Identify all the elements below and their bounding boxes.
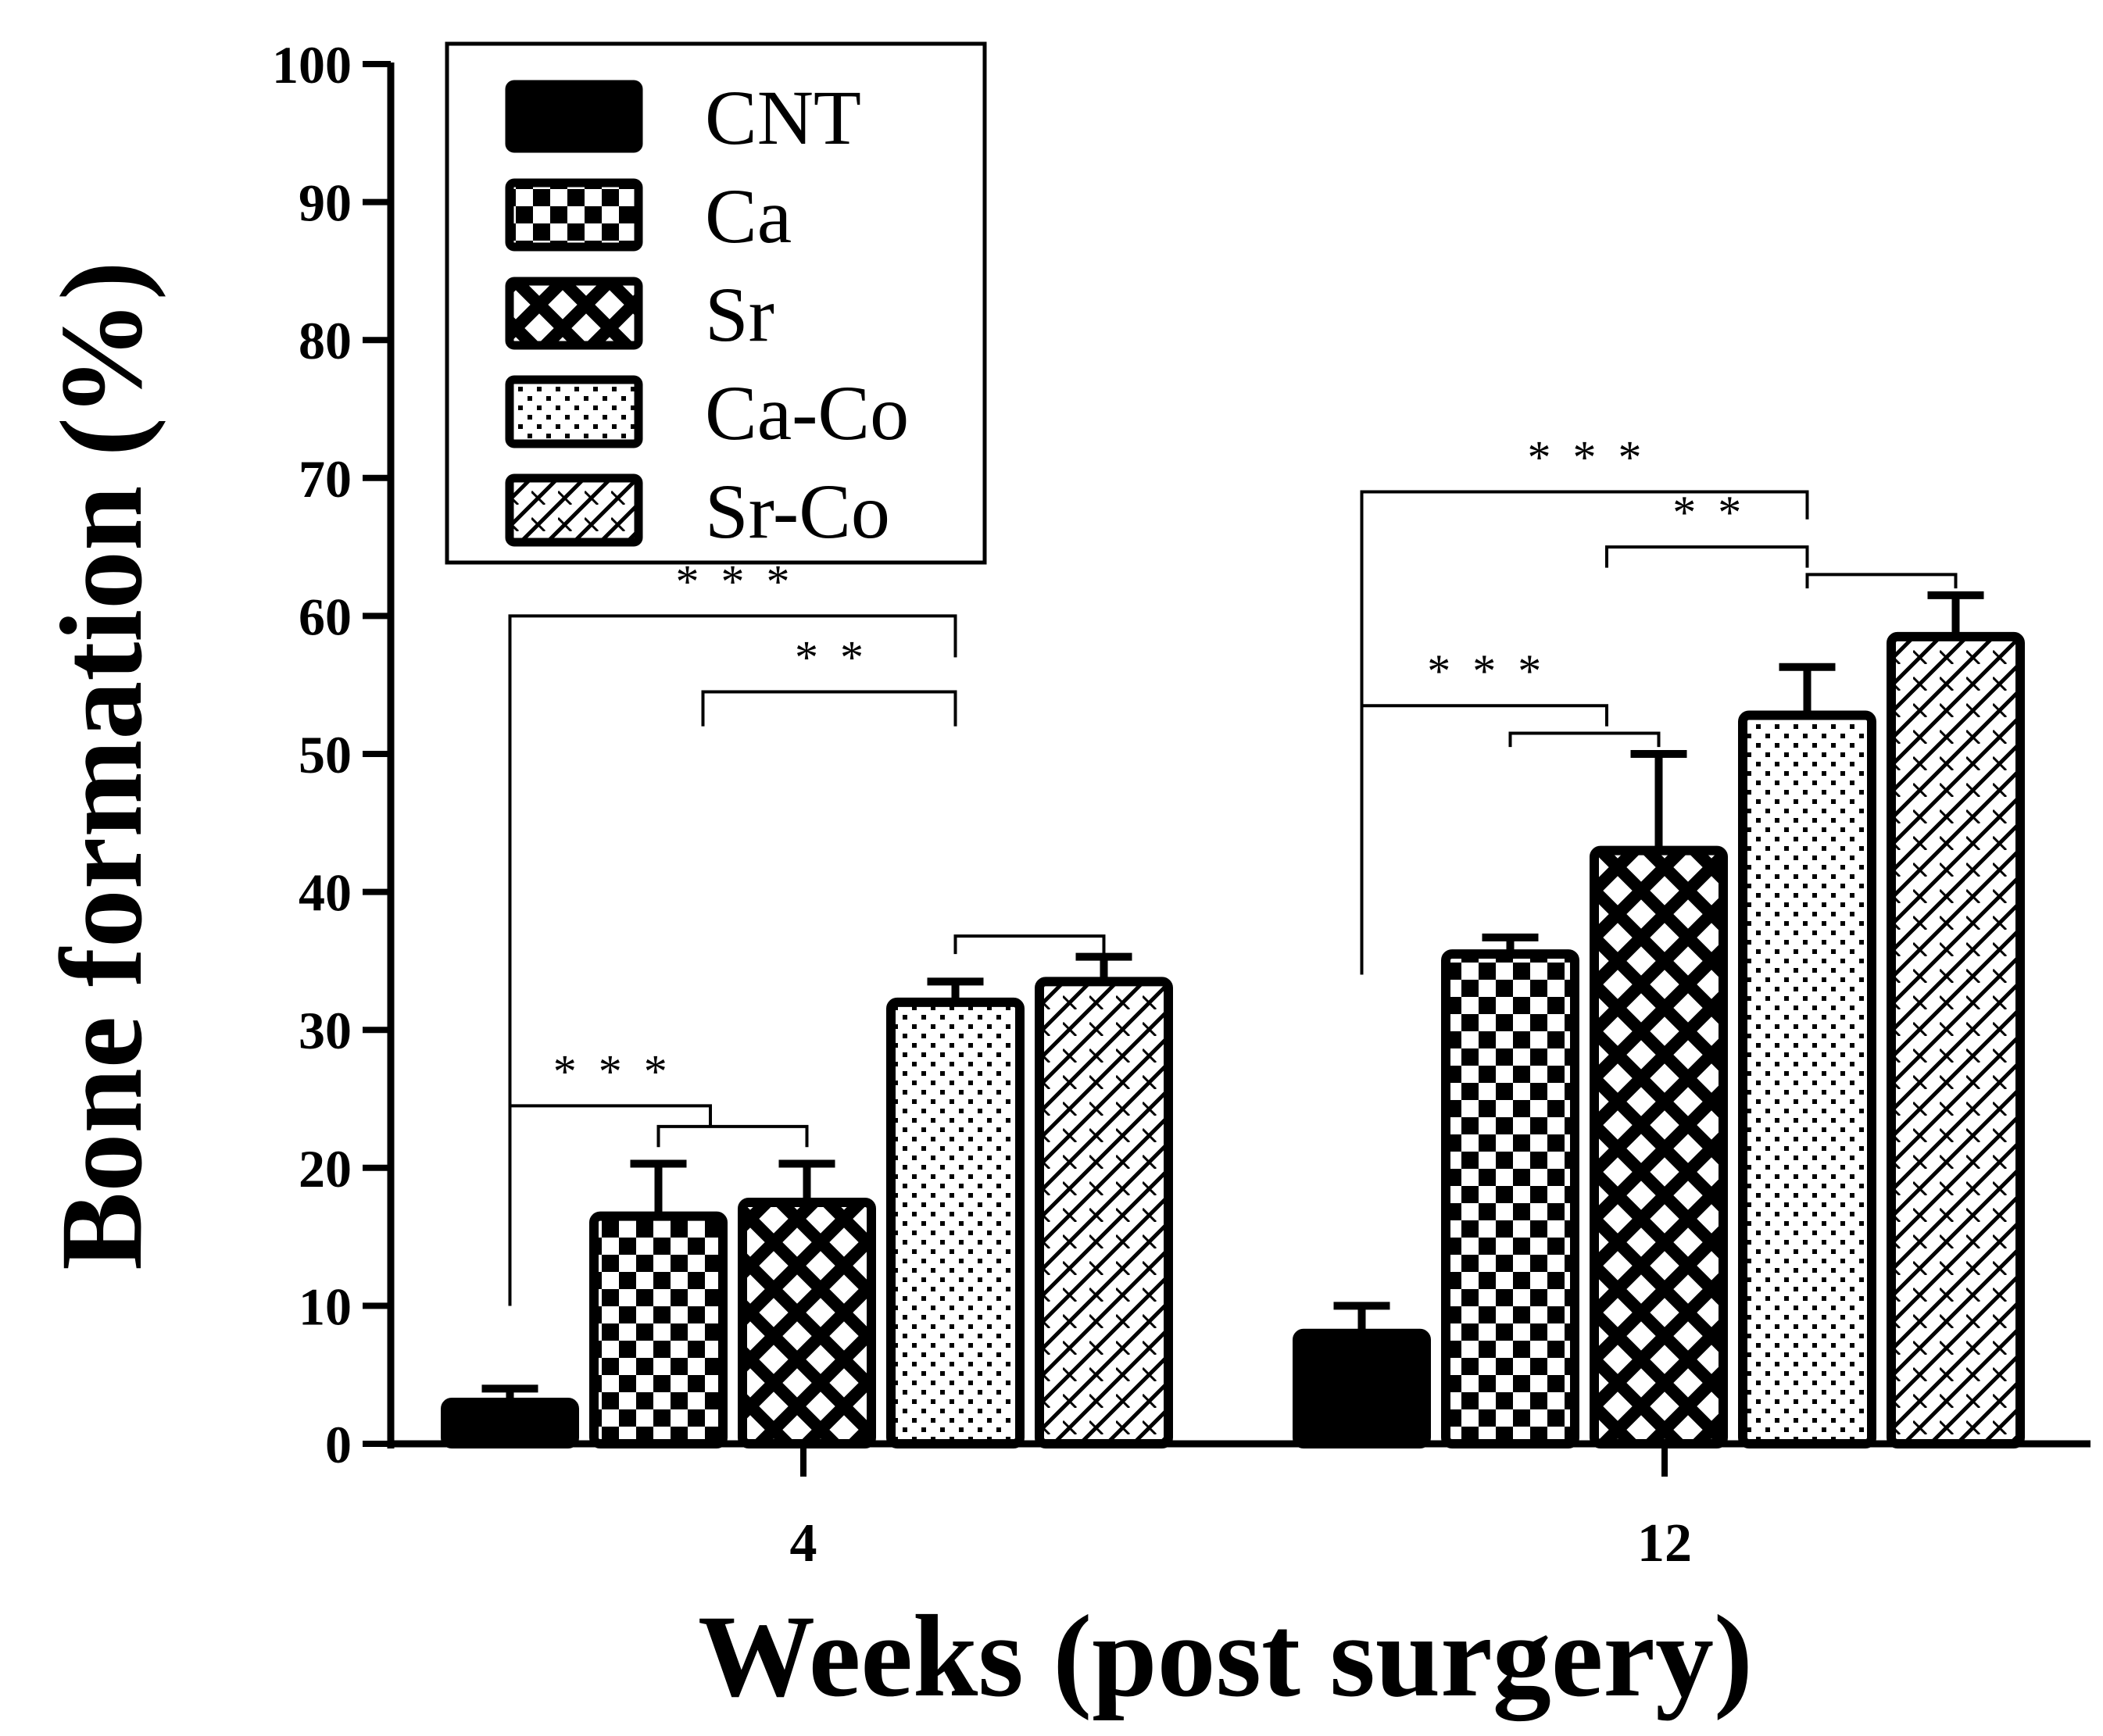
x-tick-label-12: 12 bbox=[1637, 1513, 1692, 1573]
legend-label-ca: Ca bbox=[705, 173, 792, 259]
bar-ca-co-week-4 bbox=[886, 997, 1025, 1448]
bar-sr-co-week-4 bbox=[1035, 977, 1173, 1448]
bars-layer bbox=[441, 631, 2025, 1449]
bar-sr-week-12 bbox=[1590, 845, 1728, 1448]
y-tick-label-100: 100 bbox=[272, 35, 352, 95]
legend: CNT Ca Sr Ca-Co Sr-Co bbox=[445, 41, 987, 565]
legend-swatch-ca-co bbox=[505, 375, 643, 448]
significance-bracket-2 bbox=[953, 934, 1106, 955]
bar-ca-week-4 bbox=[589, 1211, 728, 1448]
significance-bracket-6 bbox=[1605, 545, 1809, 568]
legend-swatch-sr-co bbox=[505, 473, 643, 547]
significance-bracket-1 bbox=[701, 690, 957, 727]
y-tick-label-30: 30 bbox=[299, 1001, 352, 1060]
significance-bracket-7 bbox=[1805, 573, 1958, 589]
legend-swatch-sr bbox=[505, 277, 643, 350]
bar-cnt-week-12 bbox=[1293, 1328, 1431, 1448]
y-tick-label-40: 40 bbox=[299, 863, 352, 923]
error-bars-layer bbox=[481, 591, 1984, 1403]
significance-label-1: ** bbox=[795, 632, 885, 684]
legend-swatch-ca bbox=[505, 178, 643, 252]
x-axis-title: Weeks (post surgery) bbox=[698, 1591, 1753, 1721]
y-tick-label-50: 50 bbox=[299, 725, 352, 784]
legend-swatch-cnt bbox=[505, 80, 643, 153]
significance-bracket-4 bbox=[656, 1124, 809, 1148]
y-tick-label-80: 80 bbox=[299, 311, 352, 370]
legend-label-sr-co: Sr-Co bbox=[705, 468, 890, 555]
legend-label-sr: Sr bbox=[705, 271, 774, 358]
x-tick-label-4: 4 bbox=[790, 1513, 817, 1573]
y-tick-label-60: 60 bbox=[299, 587, 352, 646]
significance-bracket-3 bbox=[508, 1104, 712, 1306]
significance-layer: **************** bbox=[508, 431, 1958, 1306]
significance-bracket-0 bbox=[508, 614, 957, 1306]
y-axis-title: Bone formation (%) bbox=[37, 261, 166, 1270]
bar-sr-week-4 bbox=[738, 1197, 876, 1448]
bar-ca-week-12 bbox=[1441, 949, 1579, 1448]
axes: 0 10 20 30 40 50 60 70 80 90 100 4 12 bbox=[272, 35, 2090, 1573]
legend-label-ca-co: Ca-Co bbox=[705, 370, 909, 456]
significance-bracket-9 bbox=[1508, 731, 1661, 748]
significance-bracket-8 bbox=[1360, 704, 1608, 975]
y-tick-label-20: 20 bbox=[299, 1139, 352, 1198]
bar-ca-co-week-12 bbox=[1738, 710, 1876, 1448]
significance-label-5: *** bbox=[1528, 431, 1664, 483]
bar-cnt-week-4 bbox=[441, 1398, 579, 1449]
significance-label-3: *** bbox=[553, 1045, 689, 1097]
y-tick-label-0: 0 bbox=[325, 1415, 352, 1474]
y-tick-label-70: 70 bbox=[299, 449, 352, 509]
bar-sr-co-week-12 bbox=[1887, 631, 2025, 1448]
legend-label-cnt: CNT bbox=[705, 74, 861, 161]
significance-label-6: ** bbox=[1672, 487, 1763, 538]
y-tick-label-10: 10 bbox=[299, 1277, 352, 1336]
significance-label-8: *** bbox=[1427, 645, 1563, 697]
y-tick-label-90: 90 bbox=[299, 173, 352, 233]
